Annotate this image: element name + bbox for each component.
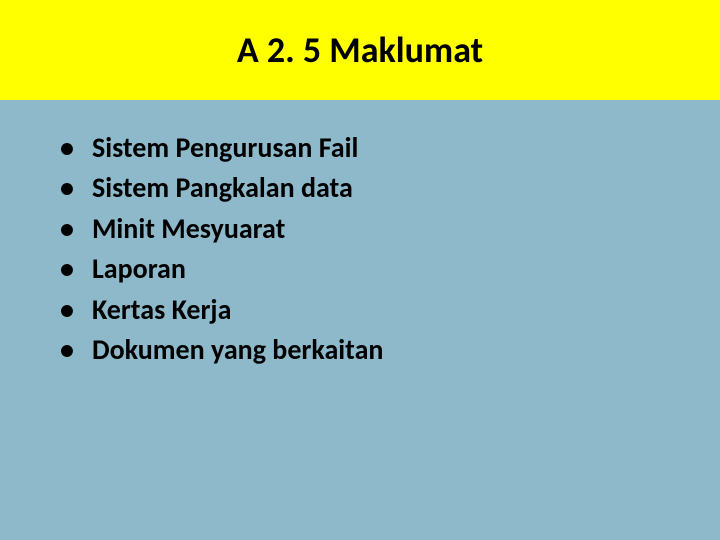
bullet-list: • Sistem Pengurusan Fail • Sistem Pangkalan… <box>60 130 680 368</box>
bullet-icon: • <box>60 332 74 368</box>
list-item: • Kertas Kerja <box>60 292 680 328</box>
bullet-text: Dokumen yang berkaitan <box>92 332 384 368</box>
list-item: • Laporan <box>60 251 680 287</box>
bullet-icon: • <box>60 170 74 206</box>
content-area: • Sistem Pengurusan Fail • Sistem Pangkalan… <box>0 100 720 540</box>
list-item: • Dokumen yang berkaitan <box>60 332 680 368</box>
list-item: • Sistem Pangkalan data <box>60 170 680 206</box>
list-item: • Minit Mesyuarat <box>60 211 680 247</box>
bullet-text: Minit Mesyuarat <box>92 211 285 247</box>
list-item: • Sistem Pengurusan Fail <box>60 130 680 166</box>
slide-title: A 2. 5 Maklumat <box>237 28 483 72</box>
bullet-icon: • <box>60 130 74 166</box>
title-bar: A 2. 5 Maklumat <box>0 0 720 100</box>
bullet-text: Sistem Pangkalan data <box>92 170 353 206</box>
bullet-text: Laporan <box>92 251 186 287</box>
bullet-text: Kertas Kerja <box>92 292 231 328</box>
bullet-text: Sistem Pengurusan Fail <box>92 130 358 166</box>
bullet-icon: • <box>60 251 74 287</box>
bullet-icon: • <box>60 292 74 328</box>
slide-container: A 2. 5 Maklumat •Sistem Pengurusan Fail•… <box>0 0 720 540</box>
bullet-icon: • <box>60 211 74 247</box>
